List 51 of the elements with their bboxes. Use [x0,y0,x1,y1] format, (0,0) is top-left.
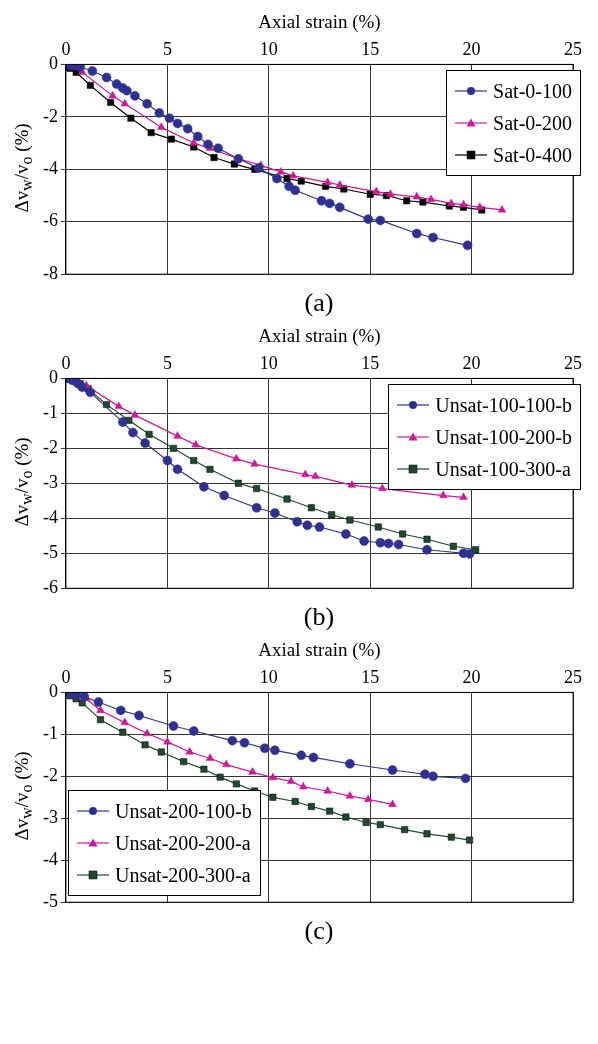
x-tick-label: 10 [259,39,278,60]
x-tick-label: 20 [462,39,481,60]
x-tick-label: 25 [564,353,582,374]
y-tick-label: 0 [48,53,58,74]
legend-label: Unsat-200-100-b [114,799,252,825]
y-tick-label: -2 [42,105,58,126]
x-tick-label: 0 [61,667,71,688]
legend-label: Unsat-200-300-a [114,863,252,889]
legend-label: Unsat-100-100-b [434,393,572,419]
y-tick-label: -4 [42,158,58,179]
x-tick-label: 0 [61,353,71,374]
x-tick-label: 20 [462,353,481,374]
x-tick-label: 5 [162,39,172,60]
x-tick-label: 20 [462,667,481,688]
y-tick-label: -5 [42,541,58,562]
y-tick-label: 0 [48,367,58,388]
y-tick-label: -6 [42,210,58,231]
x-tick-label: 15 [361,39,380,60]
legend-label: Sat-0-200 [492,111,572,137]
x-tick-label: 25 [564,39,582,60]
y-tick-label: -4 [42,507,58,527]
y-tick-label: -1 [42,402,58,423]
y-tick-label: -3 [42,807,58,828]
legend-label: Unsat-100-300-a [434,457,572,483]
x-tick-label: 5 [162,667,172,688]
legend-label: Unsat-100-200-b [434,425,572,451]
x-tick-label: 0 [61,39,71,60]
y-tick-label: -1 [42,723,58,744]
x-tick-label: 10 [259,353,278,374]
y-tick-label: -4 [42,848,58,869]
text: (b) [302,602,336,632]
y-tick-label: -2 [42,765,58,786]
text: (a) [303,288,335,318]
x-axis-title: Axial strain (%) [258,11,381,34]
y-tick-label: -6 [42,576,58,597]
legend-label: Sat-0-400 [492,143,572,169]
legend-label: Unsat-200-200-a [114,831,252,857]
x-axis-title: Axial strain (%) [258,639,381,662]
x-axis-title: Axial strain (%) [258,325,381,348]
text: (c) [303,916,335,946]
x-tick-label: 15 [361,353,380,374]
x-tick-label: 15 [361,667,380,688]
y-tick-label: -8 [42,262,58,283]
y-tick-label: 0 [48,681,58,702]
x-tick-label: 25 [564,667,582,688]
y-tick-label: -2 [42,437,58,458]
y-tick-label: -5 [42,890,58,911]
y-tick-label: -3 [42,472,58,493]
x-tick-label: 10 [259,667,278,688]
x-tick-label: 5 [162,353,172,374]
legend-label: Sat-0-100 [492,79,572,105]
